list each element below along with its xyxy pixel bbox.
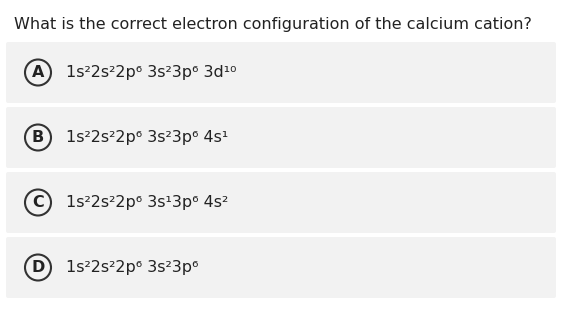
Text: 1s²2s²2p⁶ 3s²3p⁶ 4s¹: 1s²2s²2p⁶ 3s²3p⁶ 4s¹ — [66, 130, 228, 145]
Text: B: B — [32, 130, 44, 145]
Text: A: A — [32, 65, 44, 80]
Text: D: D — [31, 260, 45, 275]
Text: 1s²2s²2p⁶ 3s²3p⁶: 1s²2s²2p⁶ 3s²3p⁶ — [66, 260, 198, 275]
Text: C: C — [32, 195, 44, 210]
Text: What is the correct electron configuration of the calcium cation?: What is the correct electron configurati… — [14, 17, 532, 32]
FancyBboxPatch shape — [6, 237, 556, 298]
FancyBboxPatch shape — [6, 107, 556, 168]
FancyBboxPatch shape — [6, 42, 556, 103]
Text: 1s²2s²2p⁶ 3s¹3p⁶ 4s²: 1s²2s²2p⁶ 3s¹3p⁶ 4s² — [66, 195, 228, 210]
FancyBboxPatch shape — [6, 172, 556, 233]
Text: 1s²2s²2p⁶ 3s²3p⁶ 3d¹⁰: 1s²2s²2p⁶ 3s²3p⁶ 3d¹⁰ — [66, 65, 237, 80]
